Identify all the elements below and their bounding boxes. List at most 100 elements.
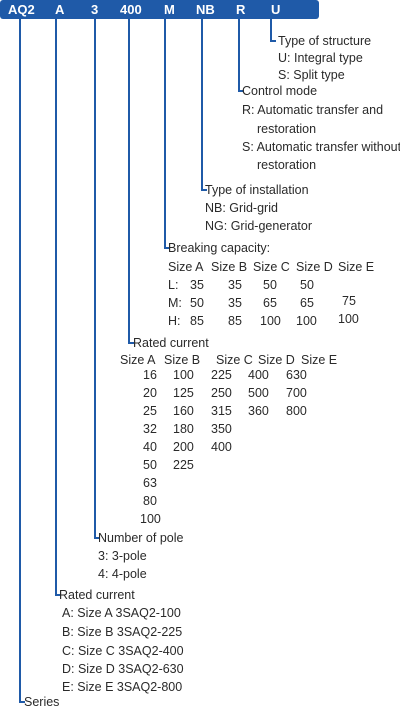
connector-series-h	[19, 701, 25, 703]
frame-item: C: Size C 3SAQ2-400	[62, 644, 184, 658]
series-title: Series	[24, 695, 60, 709]
connector-poles	[94, 19, 96, 539]
breaking-cell: 35	[228, 296, 242, 310]
rated-cell: 630	[286, 368, 307, 382]
control-item: R: Automatic transfer and	[242, 103, 384, 117]
breaking-size-e: 75	[342, 294, 356, 308]
code-installation: NB	[196, 2, 215, 17]
breaking-cell: 50	[263, 278, 277, 292]
rated-cell: 200	[173, 440, 194, 454]
rated-cell: 400	[211, 440, 232, 454]
rated-header: Size D	[258, 353, 295, 367]
breaking-cell: 85	[228, 314, 242, 328]
breaking-header: Size D	[296, 260, 333, 274]
breaking-cell: 35	[190, 278, 204, 292]
structure-item: U: Integral type	[278, 51, 363, 65]
rated-cell: 100	[140, 512, 161, 526]
rated-cell: 700	[286, 386, 307, 400]
code-breaking: M	[164, 2, 175, 17]
breaking-cell: 50	[300, 278, 314, 292]
connector-rated	[128, 19, 130, 344]
connector-series	[19, 19, 21, 703]
breaking-cell: 65	[263, 296, 277, 310]
breaking-header: Size A	[168, 260, 204, 274]
control-title: Control mode	[242, 84, 318, 98]
rated-cell: 63	[143, 476, 157, 490]
code-control: R	[236, 2, 246, 17]
breaking-title: Breaking capacity:	[168, 241, 271, 255]
breaking-header: Size E	[338, 260, 375, 274]
breaking-cell: 85	[190, 314, 204, 328]
rated-header: Size C	[216, 353, 253, 367]
rated-cell: 250	[211, 386, 232, 400]
rated-cell: 800	[286, 404, 307, 418]
connector-installation-h	[201, 189, 207, 191]
rated-cell: 20	[143, 386, 157, 400]
control-item: S: Automatic transfer without	[242, 140, 400, 154]
connector-frame-h	[55, 594, 61, 596]
rated-header: Size B	[164, 353, 201, 367]
breaking-cell: 50	[190, 296, 204, 310]
rated-cell: 160	[173, 404, 194, 418]
control-item: restoration	[257, 158, 317, 172]
breaking-cell: 100	[296, 314, 317, 328]
rated-cell: 500	[248, 386, 269, 400]
rated-cell: 40	[143, 440, 157, 454]
structure-item: S: Split type	[278, 68, 345, 82]
poles-item: 4: 4-pole	[98, 567, 147, 581]
connector-control-h	[238, 90, 244, 92]
breaking-cell: 100	[260, 314, 281, 328]
rated-cell: 225	[173, 458, 194, 472]
connector-breaking	[164, 19, 166, 249]
rated-cell: 125	[173, 386, 194, 400]
rated-cell: 50	[143, 458, 157, 472]
frame-item: E: Size E 3SAQ2-800	[62, 680, 183, 694]
breaking-cell: 65	[300, 296, 314, 310]
connector-structure	[270, 19, 272, 42]
rated-cell: 32	[143, 422, 157, 436]
breaking-row-label: H:	[168, 314, 181, 328]
control-item: restoration	[257, 122, 317, 136]
connector-rated-h	[128, 342, 134, 344]
rated-cell: 350	[211, 422, 232, 436]
rated-cell: 400	[248, 368, 269, 382]
connector-control	[238, 19, 240, 92]
rated-cell: 360	[248, 404, 269, 418]
code-structure: U	[271, 2, 281, 17]
rated-cell: 315	[211, 404, 232, 418]
model-code-bar: AQ2 A 3 400 M NB R U	[0, 0, 319, 19]
breaking-header: Size B	[211, 260, 248, 274]
frame-item: D: Size D 3SAQ2-630	[62, 662, 184, 676]
installation-item: NG: Grid-generator	[205, 219, 312, 233]
breaking-row-label: L:	[168, 278, 179, 292]
code-current: 400	[120, 2, 142, 17]
connector-installation	[201, 19, 203, 191]
rated-cell: 100	[173, 368, 194, 382]
poles-item: 3: 3-pole	[98, 549, 147, 563]
connector-frame	[55, 19, 57, 596]
poles-title: Number of pole	[98, 531, 184, 545]
breaking-header: Size C	[253, 260, 290, 274]
frame-title: Rated current	[59, 588, 135, 602]
installation-item: NB: Grid-grid	[205, 201, 278, 215]
rated-header: Size E	[301, 353, 338, 367]
code-series: AQ2	[8, 2, 35, 17]
structure-title: Type of structure	[278, 34, 372, 48]
frame-item: B: Size B 3SAQ2-225	[62, 625, 183, 639]
connector-structure-h	[270, 40, 276, 42]
rated-cell: 25	[143, 404, 157, 418]
code-frame: A	[55, 2, 65, 17]
frame-item: A: Size A 3SAQ2-100	[62, 606, 181, 620]
rated-cell: 16	[143, 368, 157, 382]
installation-title: Type of installation	[205, 183, 309, 197]
rated-cell: 225	[211, 368, 232, 382]
rated-cell: 180	[173, 422, 194, 436]
rated-header: Size A	[120, 353, 156, 367]
rated-current-title: Rated current	[133, 336, 209, 350]
rated-cell: 80	[143, 494, 157, 508]
breaking-row-label: M:	[168, 296, 182, 310]
code-poles: 3	[91, 2, 99, 17]
breaking-size-e: 100	[338, 312, 359, 326]
connector-breaking-h	[164, 247, 170, 249]
connector-poles-h	[94, 537, 100, 539]
